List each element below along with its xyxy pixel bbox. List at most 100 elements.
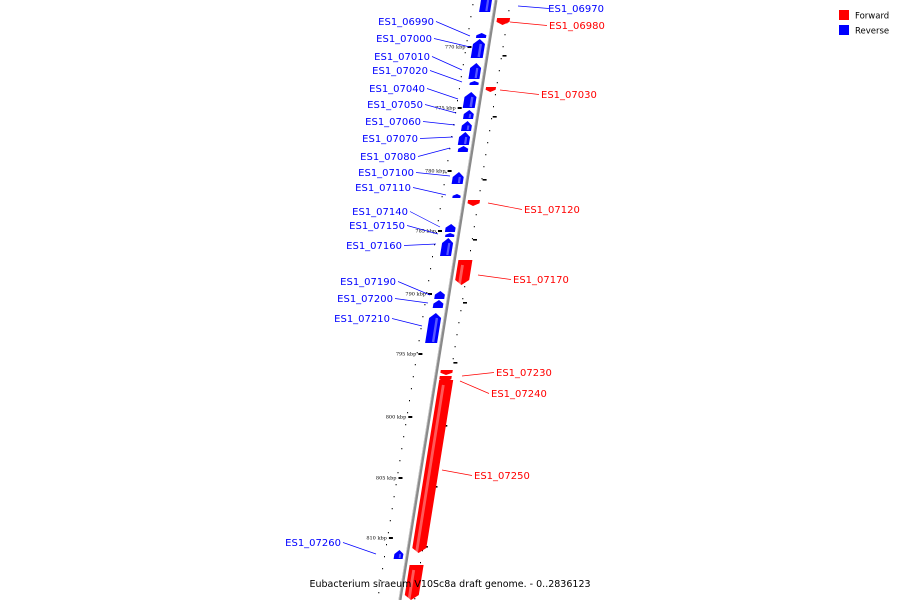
gene-label-ES1_07010[interactable]: ES1_07010 (374, 52, 430, 63)
tick-label: 810 kbp (366, 536, 387, 542)
gene-ES1_07200[interactable] (432, 300, 444, 308)
gene-ES1_07070[interactable] (457, 132, 471, 145)
gene-label-ES1_07150[interactable]: ES1_07150 (349, 221, 405, 232)
minor-tick (460, 76, 462, 78)
gene-ES1_07230[interactable] (440, 370, 453, 375)
gene-label-ES1_07190[interactable]: ES1_07190 (340, 277, 396, 288)
gene-ES1_07170[interactable] (455, 260, 473, 285)
minor-tick (508, 10, 510, 12)
gene-label-ES1_07170[interactable]: ES1_07170 (513, 275, 569, 286)
minor-tick (380, 580, 382, 582)
gene-ES1_07150[interactable] (445, 233, 455, 237)
gene-label-ES1_07240[interactable]: ES1_07240 (491, 389, 547, 400)
gene-ES1_06990[interactable] (475, 33, 487, 38)
tick-label: 805 kbp (376, 476, 397, 482)
major-tick (463, 302, 467, 304)
minor-tick (439, 208, 441, 210)
minor-tick (430, 268, 432, 270)
gene-ES1_07020[interactable] (469, 81, 479, 85)
gene-highlight (407, 569, 416, 600)
gene-label-ES1_06970[interactable]: ES1_06970 (548, 4, 604, 15)
major-tick (457, 107, 462, 109)
gene-ES1_07010[interactable] (468, 63, 482, 79)
tick-label: 780 kbp (425, 169, 446, 175)
gene-label-ES1_07040[interactable]: ES1_07040 (369, 84, 425, 95)
gene-ES1_07250[interactable] (412, 380, 454, 553)
gene-label-ES1_07050[interactable]: ES1_07050 (367, 100, 423, 111)
leader-line (412, 187, 447, 196)
gene-ES1_07080[interactable] (457, 146, 469, 152)
gene-label-ES1_06990[interactable]: ES1_06990 (378, 17, 434, 28)
leader-line (394, 298, 429, 304)
minor-tick (386, 544, 387, 546)
gene-label-ES1_07260[interactable]: ES1_07260 (285, 538, 341, 549)
gene-ES1_06980[interactable] (496, 18, 511, 25)
minor-tick (384, 556, 385, 558)
major-tick (428, 293, 432, 295)
gene-label-ES1_07020[interactable]: ES1_07020 (372, 66, 428, 77)
gene-ES1_07120[interactable] (467, 200, 481, 206)
minor-tick (464, 286, 466, 288)
gene-label-ES1_07120[interactable]: ES1_07120 (524, 205, 580, 216)
legend-label-forward: Forward (855, 12, 889, 22)
gene-highlight (477, 43, 482, 58)
gene-label-ES1_07200[interactable]: ES1_07200 (337, 294, 393, 305)
minor-tick (401, 448, 403, 450)
gene-ES1_07060[interactable] (461, 121, 472, 131)
leader-line (403, 243, 437, 246)
minor-tick (378, 592, 380, 594)
minor-tick (472, 4, 474, 6)
genome-backbone (398, 0, 498, 600)
tick-label: 770 kbp (445, 45, 466, 51)
gene-label-ES1_07210[interactable]: ES1_07210 (334, 314, 390, 325)
minor-tick (382, 568, 384, 570)
gene-highlight (468, 113, 472, 119)
minor-tick (456, 334, 458, 336)
leader-line (433, 38, 471, 48)
gene-label-ES1_07000[interactable]: ES1_07000 (376, 34, 432, 45)
gene-ES1_07260[interactable] (393, 550, 404, 559)
gene-ES1_07190[interactable] (434, 291, 445, 299)
leader-line (397, 281, 431, 296)
minor-tick (462, 64, 464, 66)
gene-label-ES1_07110[interactable]: ES1_07110 (355, 183, 411, 194)
major-tick (418, 353, 423, 355)
gene-label-ES1_06980[interactable]: ES1_06980 (549, 21, 605, 32)
minor-tick (414, 364, 416, 366)
minor-tick (462, 298, 464, 300)
minor-tick (481, 178, 483, 180)
gene-label-ES1_07100[interactable]: ES1_07100 (358, 168, 414, 179)
gene-label-ES1_07160[interactable]: ES1_07160 (346, 241, 402, 252)
minor-tick (391, 508, 393, 510)
minor-tick (451, 136, 453, 138)
gene-label-ES1_07250[interactable]: ES1_07250 (474, 471, 530, 482)
gene-label-ES1_07080[interactable]: ES1_07080 (360, 152, 416, 163)
gene-ES1_07160[interactable] (440, 238, 454, 256)
minor-tick (407, 412, 409, 414)
gene-ES1_07140[interactable] (444, 224, 456, 232)
legend-swatch-forward (839, 10, 849, 20)
gene-ES1_07000[interactable] (470, 39, 485, 58)
gene-ES1_07050[interactable] (463, 110, 474, 119)
gene-label-ES1_07070[interactable]: ES1_07070 (362, 134, 418, 145)
gene-ES1_06970[interactable] (479, 0, 492, 12)
gene-ES1_07040[interactable] (462, 92, 477, 108)
gene-highlight (474, 67, 479, 79)
leader-line (509, 21, 548, 26)
minor-tick (393, 496, 395, 498)
gene-ES1_07270-partial[interactable] (404, 565, 424, 600)
gene-ES1_07100[interactable] (451, 172, 464, 184)
gene-ES1_07210[interactable] (425, 313, 442, 343)
gene-ES1_07030[interactable] (485, 87, 497, 92)
minor-tick (424, 304, 426, 306)
gene-label-ES1_07140[interactable]: ES1_07140 (352, 207, 408, 218)
gene-ES1_07110[interactable] (452, 194, 461, 198)
minor-tick (441, 196, 443, 198)
gene-label-ES1_07230[interactable]: ES1_07230 (496, 368, 552, 379)
gene-highlight (458, 264, 464, 285)
minor-tick (416, 352, 418, 354)
minor-tick (426, 292, 428, 294)
leader-line (499, 89, 540, 95)
gene-label-ES1_07060[interactable]: ES1_07060 (365, 117, 421, 128)
gene-label-ES1_07030[interactable]: ES1_07030 (541, 90, 597, 101)
